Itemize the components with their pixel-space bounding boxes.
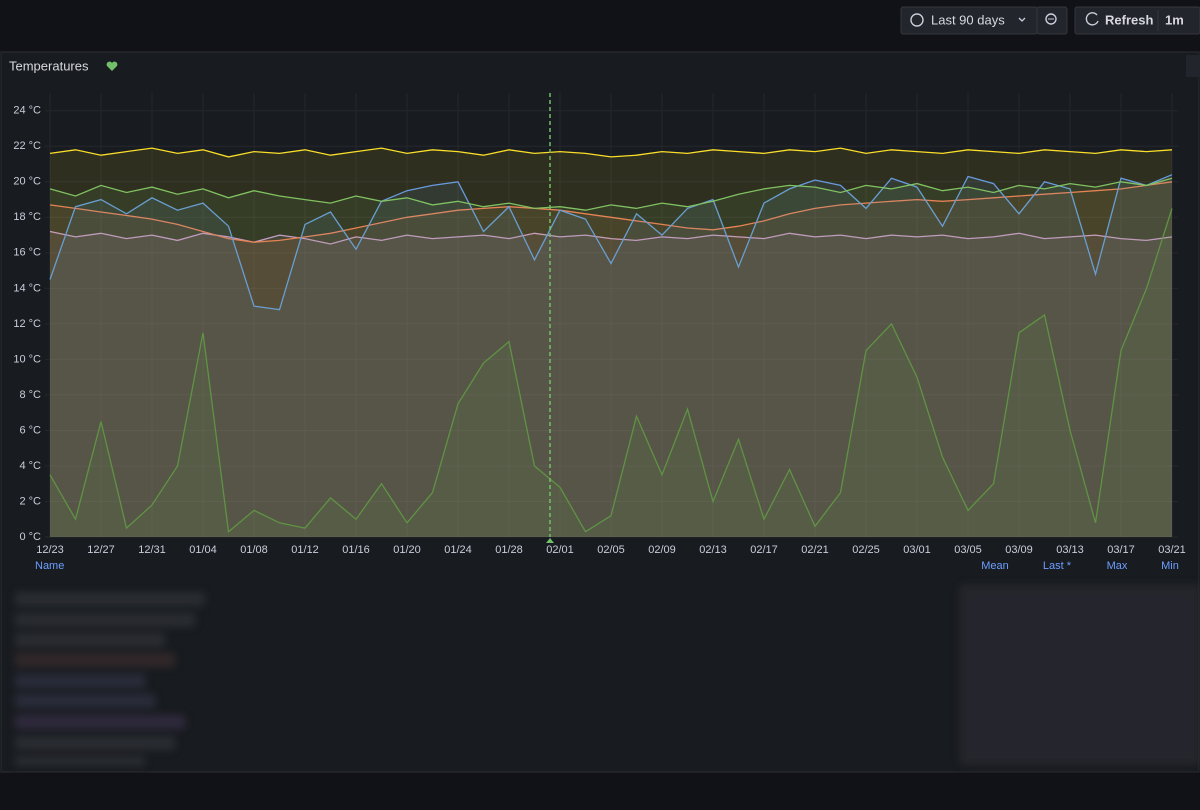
x-tick-label: 02/01 bbox=[546, 544, 574, 556]
chevron bbox=[1018, 17, 1026, 22]
x-tick-label: 03/21 bbox=[1158, 544, 1186, 556]
x-tick-label: 03/17 bbox=[1107, 544, 1135, 556]
refresh-icon bbox=[1085, 12, 1099, 26]
series-area bbox=[50, 148, 1172, 537]
y-tick-label: 16 °C bbox=[13, 247, 41, 259]
x-tick-label: 02/25 bbox=[852, 544, 880, 556]
refresh-interval[interactable]: 1m bbox=[1165, 12, 1184, 27]
refresh-button[interactable] bbox=[1074, 6, 1200, 35]
series-line bbox=[49, 181, 1173, 243]
y-tick-label: 20 °C bbox=[13, 176, 41, 188]
x-tick-label: 03/09 bbox=[1005, 544, 1033, 556]
series-line bbox=[49, 208, 1173, 533]
x-tick-label: 12/27 bbox=[87, 544, 115, 556]
y-tick-label: 0 °C bbox=[19, 531, 41, 543]
series-line bbox=[49, 174, 1173, 311]
x-tick-label: 02/13 bbox=[699, 544, 727, 556]
y-tick-label: 6 °C bbox=[19, 424, 41, 436]
series-area bbox=[50, 178, 1172, 537]
refresh-label[interactable]: Refresh bbox=[1105, 12, 1153, 27]
x-tick-label: 02/09 bbox=[648, 544, 676, 556]
legend-header[interactable]: Max bbox=[1107, 560, 1128, 572]
zoom-out[interactable] bbox=[1036, 6, 1068, 35]
x-tick-label: 01/20 bbox=[393, 544, 421, 556]
series-line bbox=[49, 147, 1173, 158]
series-line bbox=[49, 230, 1173, 245]
time-range[interactable]: Last 90 days bbox=[931, 12, 1005, 27]
series-area bbox=[50, 208, 1172, 537]
legend-header[interactable]: Name bbox=[35, 560, 64, 572]
x-tick-label: 02/21 bbox=[801, 544, 829, 556]
y-tick-label: 2 °C bbox=[19, 495, 41, 507]
toolbar: Last 90 days Refresh 1m bbox=[900, 6, 1200, 35]
health-icon bbox=[106, 61, 118, 71]
zoom-icon bbox=[1045, 13, 1057, 25]
panel-menu[interactable] bbox=[1186, 55, 1200, 77]
series-line bbox=[49, 177, 1173, 211]
x-tick-label: 01/04 bbox=[189, 544, 217, 556]
legend-header[interactable]: Mean bbox=[981, 560, 1009, 572]
y-tick-label: 8 °C bbox=[19, 389, 41, 401]
time-marker-head bbox=[546, 538, 554, 543]
x-tick-label: 01/16 bbox=[342, 544, 370, 556]
x-tick-label: 03/05 bbox=[954, 544, 982, 556]
x-tick-label: 03/13 bbox=[1056, 544, 1084, 556]
x-tick-label: 01/12 bbox=[291, 544, 319, 556]
panel-title: Temperatures bbox=[9, 58, 89, 73]
series-area bbox=[50, 231, 1172, 537]
x-tick-label: 01/24 bbox=[444, 544, 472, 556]
x-tick-label: 03/01 bbox=[903, 544, 931, 556]
blurred-legend-rows bbox=[15, 585, 1200, 766]
legend: Name Mean Last * Max Min bbox=[35, 560, 1179, 572]
y-tick-label: 22 °C bbox=[13, 140, 41, 152]
y-tick-label: 24 °C bbox=[13, 105, 41, 117]
clock-icon bbox=[910, 13, 924, 27]
x-tick-label: 02/05 bbox=[597, 544, 625, 556]
y-tick-label: 4 °C bbox=[19, 460, 41, 472]
y-tick-label: 14 °C bbox=[13, 282, 41, 294]
x-tick-label: 02/17 bbox=[750, 544, 778, 556]
y-tick-label: 18 °C bbox=[13, 211, 41, 223]
legend-header[interactable]: Min bbox=[1161, 560, 1179, 572]
series-area bbox=[50, 174, 1172, 537]
x-tick-label: 12/31 bbox=[138, 544, 166, 556]
plot: 0 °C 2 °C 4 °C 6 °C 8 °C 10 °C 12 °C 14 °C 16 °C… bbox=[13, 93, 1186, 556]
series-area bbox=[50, 181, 1172, 538]
x-tick-label: 01/08 bbox=[240, 544, 268, 556]
x-tick-label: 12/23 bbox=[36, 544, 64, 556]
y-tick-label: 12 °C bbox=[13, 318, 41, 330]
x-tick-label: 01/28 bbox=[495, 544, 523, 556]
y-tick-label: 10 °C bbox=[13, 353, 41, 365]
legend-header[interactable]: Last * bbox=[1043, 560, 1072, 572]
